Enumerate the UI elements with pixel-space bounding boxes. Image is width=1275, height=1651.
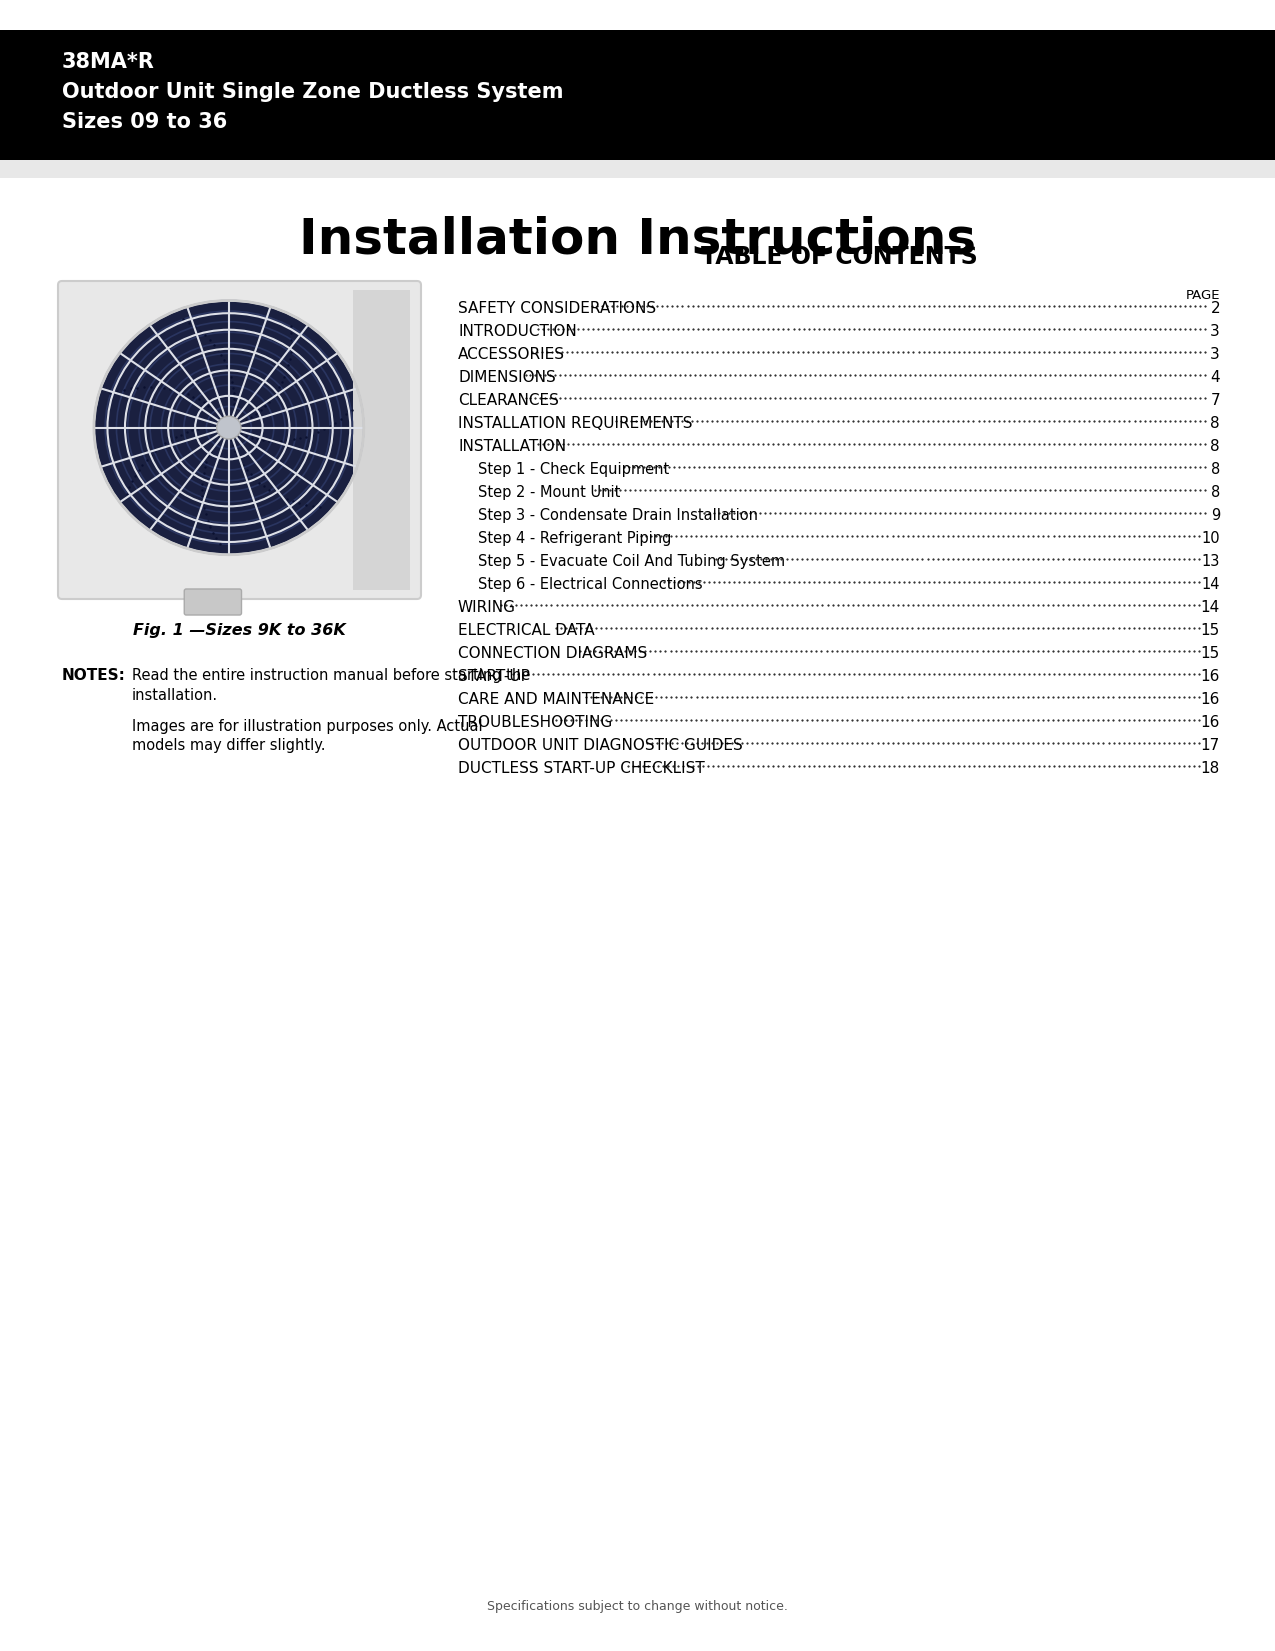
Text: 15: 15 — [1201, 646, 1220, 660]
Text: CONNECTION DIAGRAMS: CONNECTION DIAGRAMS — [458, 646, 648, 660]
Text: ELECTRICAL DATA: ELECTRICAL DATA — [458, 622, 594, 637]
Bar — [0, 160, 1275, 178]
Text: Outdoor Unit Single Zone Ductless System: Outdoor Unit Single Zone Ductless System — [62, 83, 564, 102]
Text: TROUBLESHOOTING: TROUBLESHOOTING — [458, 715, 612, 730]
Text: Sizes 09 to 36: Sizes 09 to 36 — [62, 112, 227, 132]
Bar — [0, 30, 1275, 160]
Text: 10: 10 — [1201, 532, 1220, 546]
Text: 15: 15 — [1201, 622, 1220, 637]
Text: DUCTLESS START-UP CHECKLIST: DUCTLESS START-UP CHECKLIST — [458, 761, 705, 776]
Text: 8: 8 — [1210, 439, 1220, 454]
Text: OUTDOOR UNIT DIAGNOSTIC GUIDES: OUTDOOR UNIT DIAGNOSTIC GUIDES — [458, 738, 743, 753]
Text: ACCESSORIES: ACCESSORIES — [458, 347, 565, 362]
Text: NOTES:: NOTES: — [62, 669, 126, 684]
FancyBboxPatch shape — [185, 589, 241, 616]
Text: INTRODUCTION: INTRODUCTION — [458, 324, 576, 338]
Text: Installation Instructions: Installation Instructions — [298, 215, 977, 263]
Text: TABLE OF CONTENTS: TABLE OF CONTENTS — [701, 244, 978, 269]
Text: 17: 17 — [1201, 738, 1220, 753]
Text: CLEARANCES: CLEARANCES — [458, 393, 558, 408]
Text: 13: 13 — [1201, 555, 1220, 570]
Text: 9: 9 — [1211, 509, 1220, 523]
Text: INSTALLATION REQUIREMENTS: INSTALLATION REQUIREMENTS — [458, 416, 692, 431]
Text: Read the entire instruction manual before starting the: Read the entire instruction manual befor… — [133, 669, 530, 684]
Text: 16: 16 — [1201, 692, 1220, 707]
Text: 38MA*R: 38MA*R — [62, 51, 154, 73]
Text: Images are for illustration purposes only. Actual: Images are for illustration purposes onl… — [133, 718, 483, 733]
Text: 4: 4 — [1210, 370, 1220, 385]
Text: INSTALLATION: INSTALLATION — [458, 439, 566, 454]
Text: 8: 8 — [1211, 485, 1220, 500]
Ellipse shape — [94, 300, 363, 555]
Text: Step 2 - Mount Unit: Step 2 - Mount Unit — [478, 485, 621, 500]
Text: SAFETY CONSIDERATIONS: SAFETY CONSIDERATIONS — [458, 300, 657, 315]
Text: Step 1 - Check Equipment: Step 1 - Check Equipment — [478, 462, 669, 477]
Text: 7: 7 — [1210, 393, 1220, 408]
Text: installation.: installation. — [133, 687, 218, 702]
Text: models may differ slightly.: models may differ slightly. — [133, 738, 325, 753]
Text: Specifications subject to change without notice.: Specifications subject to change without… — [487, 1600, 788, 1613]
Text: Fig. 1 —Sizes 9K to 36K: Fig. 1 —Sizes 9K to 36K — [133, 622, 346, 637]
Text: 16: 16 — [1201, 715, 1220, 730]
Text: 3: 3 — [1210, 324, 1220, 338]
Text: CARE AND MAINTENANCE: CARE AND MAINTENANCE — [458, 692, 654, 707]
Text: Step 5 - Evacuate Coil And Tubing System: Step 5 - Evacuate Coil And Tubing System — [478, 555, 785, 570]
Text: 2: 2 — [1210, 300, 1220, 315]
Text: Step 3 - Condensate Drain Installation: Step 3 - Condensate Drain Installation — [478, 509, 759, 523]
Text: 16: 16 — [1201, 669, 1220, 684]
Text: Step 4 - Refrigerant Piping: Step 4 - Refrigerant Piping — [478, 532, 672, 546]
Text: 8: 8 — [1211, 462, 1220, 477]
Text: Step 6 - Electrical Connections: Step 6 - Electrical Connections — [478, 576, 703, 593]
Text: 14: 14 — [1201, 599, 1220, 616]
Text: WIRING: WIRING — [458, 599, 516, 616]
Text: START-UP: START-UP — [458, 669, 530, 684]
Text: DIMENSIONS: DIMENSIONS — [458, 370, 556, 385]
Ellipse shape — [217, 416, 241, 439]
Text: 3: 3 — [1210, 347, 1220, 362]
Text: PAGE: PAGE — [1186, 289, 1220, 302]
Text: 18: 18 — [1201, 761, 1220, 776]
Text: 14: 14 — [1201, 576, 1220, 593]
Text: 8: 8 — [1210, 416, 1220, 431]
FancyBboxPatch shape — [57, 281, 421, 599]
Bar — [353, 291, 409, 589]
